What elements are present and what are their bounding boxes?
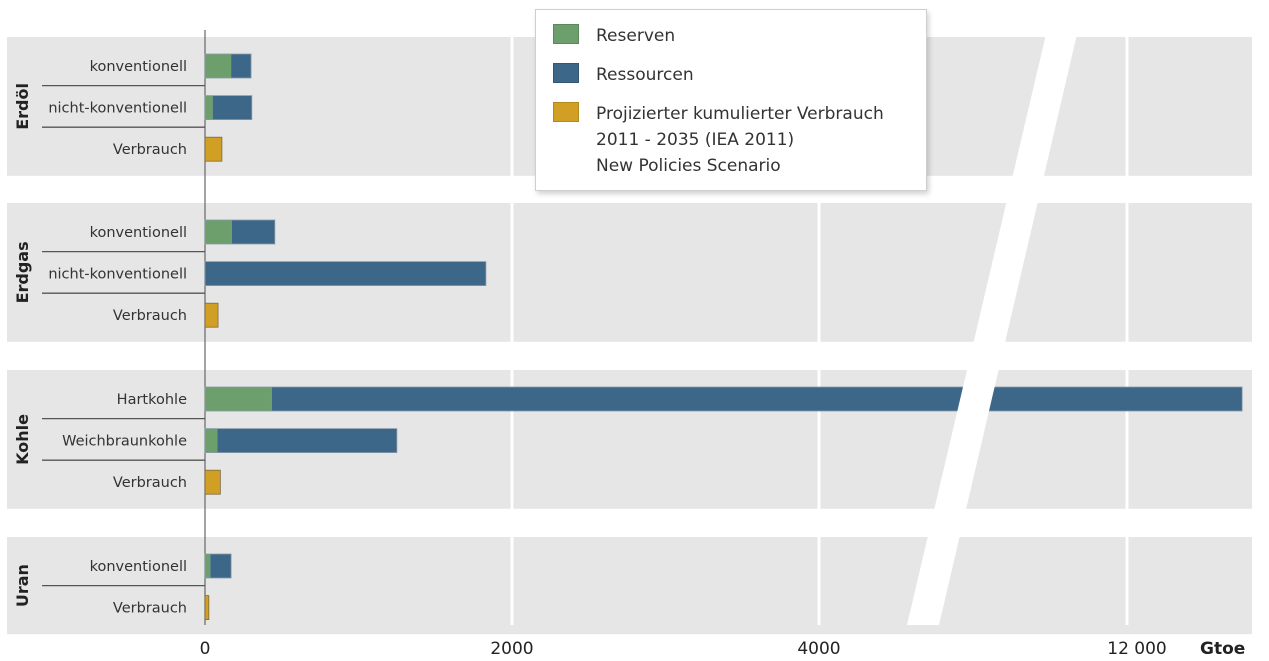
bar-verbrauch-uran-verbrauch (204, 595, 210, 620)
bar-reserven-erdgas-konventionell (205, 220, 232, 244)
bar-reserven-erd-l-nicht-konventionell (205, 95, 213, 120)
group-label-uran: Uran (13, 564, 32, 607)
row-label-uran-konventionell: konventionell (90, 559, 187, 575)
bar-ressourcen-kohle-hartkohle (271, 387, 1243, 411)
axis-break-band (907, 30, 1078, 625)
legend-label-ressourcen: Ressourcen (596, 65, 694, 85)
row-label-erdgas-nicht-konventionell: nicht-konventionell (48, 267, 187, 283)
x-tick-label-4000: 4000 (797, 639, 840, 659)
group-separator-2 (7, 517, 1252, 523)
chart-legend: Reserven Ressourcen Projizierter kumulie… (535, 9, 927, 191)
x-tick-label-0: 0 (200, 639, 211, 659)
bar-verbrauch-kohle-verbrauch (204, 469, 221, 495)
legend-label-verbrauch-line-2: 2011 - 2035 (IEA 2011) (596, 130, 795, 150)
legend-swatch-verbrauch (553, 102, 579, 122)
bar-outline-erdgas-konventionell (204, 219, 276, 245)
legend-swatch-ressourcen (553, 63, 579, 83)
legend-swatch-reserven (553, 24, 579, 44)
legend-label-verbrauch-line-1: Projizierter kumulierter Verbrauch (596, 104, 884, 124)
legend-label-reserven: Reserven (596, 26, 676, 46)
group-panel-uran (7, 537, 1252, 635)
bar-outline-erd-l-nicht-konventionell (204, 95, 253, 120)
row-label-erd-l-nicht-konventionell: nicht-konventionell (48, 101, 187, 117)
group-separator-1 (7, 350, 1252, 356)
group-label-erd-l: Erdöl (13, 83, 32, 130)
bar-outline-erdgas-nicht-konventionell (204, 261, 487, 287)
row-label-erd-l-konventionell: konventionell (90, 59, 187, 75)
bar-ressourcen-kohle-weichbraunkohle (217, 428, 397, 453)
legend-item-reserven: Reserven (553, 23, 675, 49)
group-label-kohle: Kohle (13, 414, 32, 465)
row-label-erdgas-verbrauch: Verbrauch (113, 308, 187, 324)
row-label-uran-verbrauch: Verbrauch (113, 601, 187, 617)
group-label-erdgas: Erdgas (13, 241, 32, 303)
bar-outline-kohle-hartkohle (204, 386, 1243, 412)
bar-ressourcen-erd-l-nicht-konventionell (212, 95, 252, 120)
bar-reserven-kohle-hartkohle (205, 387, 272, 411)
bar-ressourcen-erdgas-konventionell (231, 220, 275, 244)
bar-outline-uran-konventionell (204, 553, 232, 579)
legend-item-verbrauch: Projizierter kumulierter Verbrauch 2011 … (553, 101, 884, 179)
bar-outline-kohle-weichbraunkohle (204, 428, 398, 454)
bar-ressourcen-erdgas-nicht-konventionell (205, 261, 486, 286)
bar-reserven-uran-konventionell (205, 554, 211, 578)
x-unit-label: Gtoe (1200, 639, 1245, 659)
row-label-kohle-verbrauch: Verbrauch (113, 475, 187, 491)
row-label-kohle-weichbraunkohle: Weichbraunkohle (62, 434, 187, 450)
bar-ressourcen-uran-konventionell (210, 554, 232, 578)
legend-label-verbrauch-line-3: New Policies Scenario (596, 156, 781, 176)
bar-verbrauch-erdgas-verbrauch (204, 302, 219, 328)
group-panel-erdgas (7, 203, 1252, 342)
bar-verbrauch-erd-l-verbrauch (204, 136, 223, 162)
legend-item-ressourcen: Ressourcen (553, 62, 694, 88)
bar-reserven-kohle-weichbraunkohle (205, 428, 218, 453)
bar-outline-erd-l-konventionell (204, 53, 252, 79)
bar-ressourcen-erd-l-konventionell (231, 54, 252, 78)
bar-reserven-erd-l-konventionell (205, 54, 232, 78)
row-label-kohle-hartkohle: Hartkohle (117, 392, 187, 408)
x-tick-label-2000: 2000 (490, 639, 533, 659)
row-label-erd-l-verbrauch: Verbrauch (113, 142, 187, 158)
x-tick-label-12-000: 12 000 (1107, 639, 1166, 659)
row-label-erdgas-konventionell: konventionell (90, 225, 187, 241)
